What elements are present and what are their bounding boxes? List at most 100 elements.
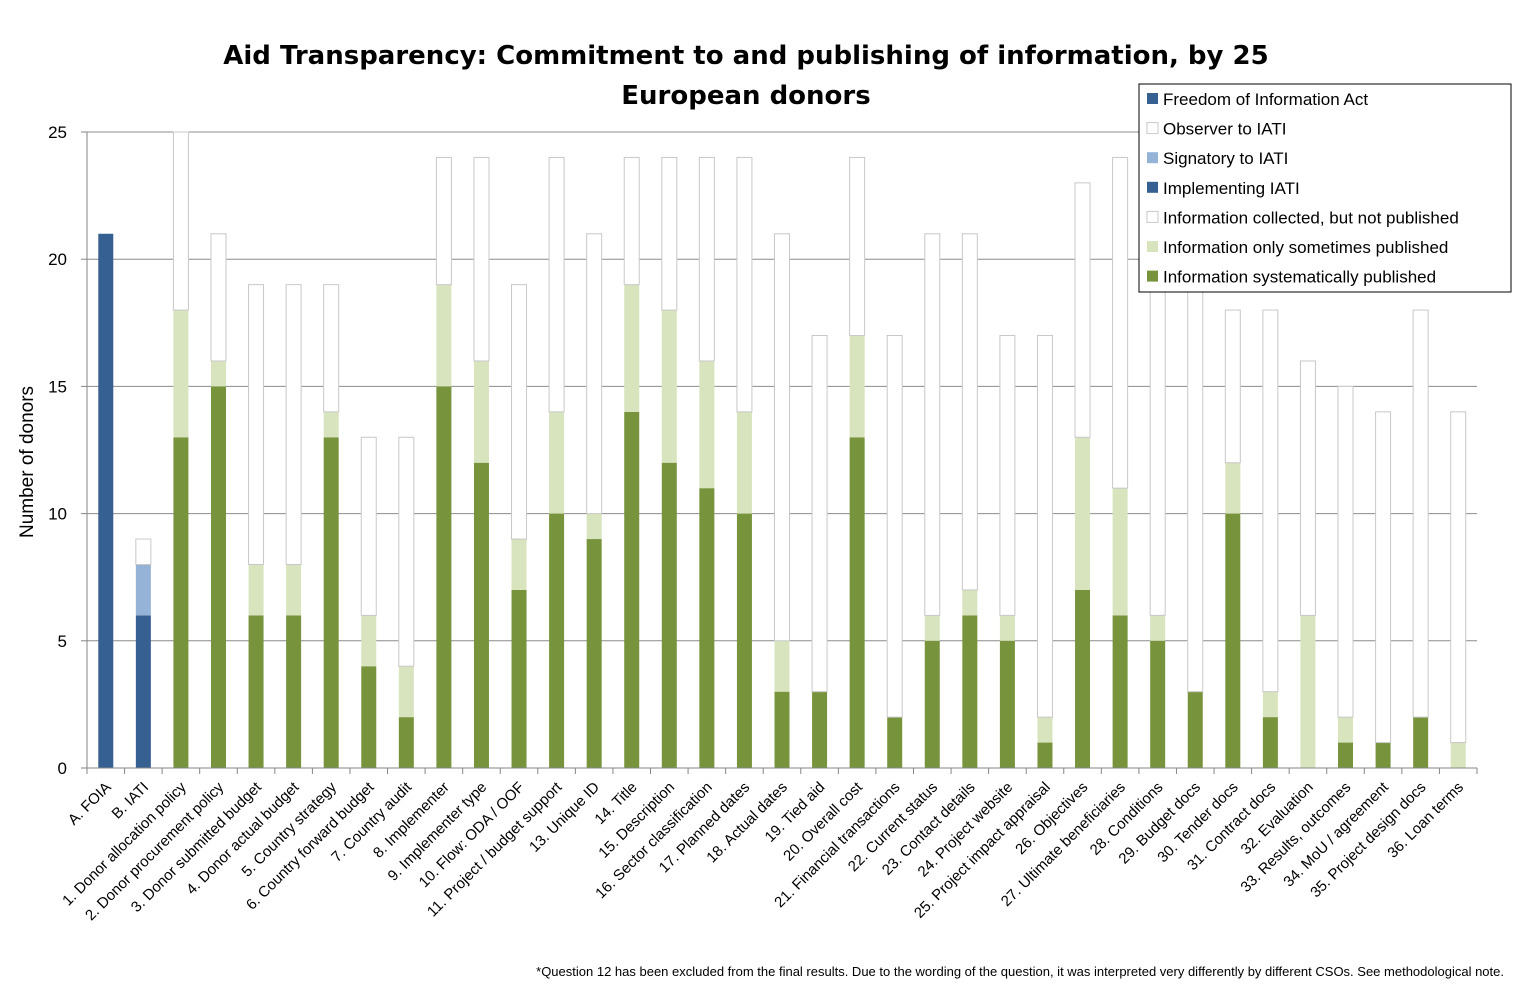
legend-label: Freedom of Information Act [1163,90,1368,109]
bar-segment [323,437,339,768]
bar-segment [999,335,1016,616]
bar-segment [624,411,640,768]
legend-swatch [1147,152,1158,164]
bar-segment [1338,742,1354,768]
legend-label: Information collected, but not published [1163,208,1459,227]
bar-segment [961,233,978,591]
legend-box [1138,83,1512,293]
y-tick-label: 25 [48,123,67,142]
bar-segment [360,436,377,616]
bar-segment [1224,309,1241,464]
bar-segment [586,513,602,540]
bar-segment [624,284,640,412]
bar-segment [887,717,903,768]
bar-segment [1150,615,1166,641]
bar-segment [511,589,527,768]
legend-label: Information only sometimes published [1163,238,1448,257]
legend-swatch [1147,93,1158,104]
chart-title-line-2: European donors [621,81,870,111]
bar-segment [473,360,489,463]
bar-segment [210,233,227,362]
legend-swatch [1146,122,1159,135]
bar-segment [1450,411,1467,744]
legend-label: Observer to IATI [1163,120,1286,139]
legend: Freedom of Information Act Observer to IA… [1138,83,1512,293]
bar-segment [1075,589,1091,768]
bar-segment [812,691,828,768]
legend-label: Implementing IATI [1163,179,1300,198]
bar-segment [173,437,189,768]
bar-segment [398,717,414,768]
bar-segment [1037,717,1053,743]
bar-segment [1112,488,1128,616]
bar-segment [248,284,265,565]
bar-segment [849,335,865,438]
bar-segment [1300,615,1316,768]
bar-segment [924,233,941,616]
bar-segment [1075,437,1091,590]
bar-segment [924,640,940,768]
bar-segment [586,233,603,515]
bar-segment [548,156,565,413]
bar-segment [1112,156,1129,489]
y-tick-label: 0 [58,759,67,778]
bar-segment [135,615,151,768]
bar-segment [1299,360,1316,616]
bar-segment [398,436,415,667]
bar-segment [886,335,903,718]
bar-segment [1262,691,1278,718]
bar-segment [1150,640,1166,768]
bar-segment [999,640,1015,768]
legend-swatch [1146,210,1159,223]
bar-segment [286,564,302,616]
bar-segment [361,666,377,768]
bar-segment [435,156,452,286]
legend-swatch [1147,241,1158,252]
bar-segment [586,539,602,768]
bar-segment [210,360,226,387]
bar-segment [774,233,790,642]
bar-segment [135,538,152,565]
bar-segment [1450,742,1466,768]
bar-segment [248,615,264,768]
bar-segment [999,615,1015,641]
bar-segment [511,284,528,540]
bar-segment [436,386,452,768]
bar-segment [286,615,302,768]
bar-segment [811,335,828,693]
y-axis-label: Number of donors [17,386,38,538]
bar-segment [736,156,753,413]
y-tick-label: 20 [48,250,67,269]
bar-segment [1338,717,1354,743]
y-tick-label: 15 [48,377,67,396]
bar-segment [323,411,339,438]
bar-segment [1074,182,1091,438]
bar-segment [699,360,715,489]
bar-segment [1225,513,1241,768]
bar-segment [1149,284,1166,616]
bar-segment [1262,717,1278,768]
bar-segment [1375,411,1392,744]
bar-segment [285,284,302,565]
bar-segment [361,615,377,667]
bar-segment [623,156,640,286]
bar-segment [436,284,452,387]
bar-segment [473,462,489,768]
y-tick-label: 10 [48,505,67,524]
bar-segment [1036,335,1053,718]
bar-segment [1187,284,1204,693]
bar-segment [172,131,189,311]
bar-segment [549,411,565,514]
bar-segment [135,564,151,616]
bar-segment [1413,717,1429,768]
bar-segment [736,411,752,514]
bar-segment [962,615,978,768]
bar-segment [661,310,677,463]
x-tick-label: A. FOIA [65,779,115,829]
y-tick-label: 5 [58,632,67,651]
bar-segment [698,156,715,362]
bar-segment [398,666,414,718]
bar-segment [1187,691,1203,768]
bar-segment [323,284,340,413]
